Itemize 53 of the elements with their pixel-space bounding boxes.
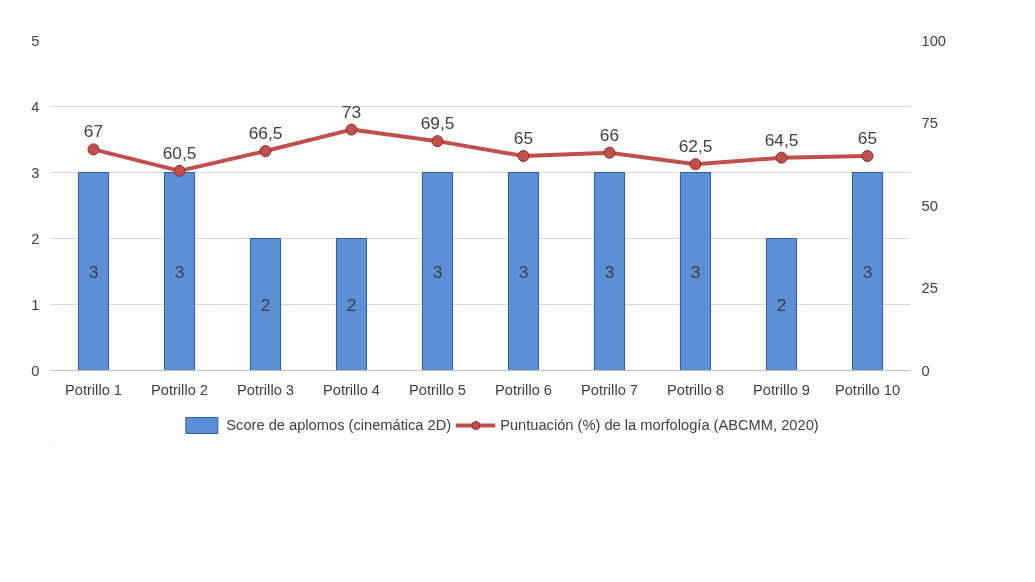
y-tick-label: 3 (31, 164, 40, 181)
y2-tick-label: 75 (921, 115, 938, 131)
point (603, 146, 616, 159)
point (431, 135, 444, 148)
point (345, 123, 358, 136)
x-tick-label: Potrillo 2 (150, 381, 209, 398)
x-tick-label: Potrillo 3 (236, 381, 295, 398)
point (173, 164, 186, 177)
x-tick-label: Potrillo 9 (752, 381, 811, 398)
data-label: 64,5 (764, 129, 799, 150)
point (517, 150, 530, 162)
data-label: 3 (174, 261, 185, 282)
x-tick-label: Potrillo 7 (580, 381, 639, 398)
data-label: 3 (862, 261, 873, 282)
x-tick-label: Potrillo 4 (322, 381, 381, 398)
data-label: 66 (599, 124, 620, 145)
data-label: 66,5 (248, 123, 283, 144)
data-label: 2 (260, 294, 271, 315)
y2-tick-label: 100 (921, 32, 946, 49)
data-label: 2 (776, 294, 787, 315)
data-label: 2 (346, 294, 357, 315)
data-label: 62,5 (678, 136, 713, 157)
y-tick-label: 1 (31, 296, 40, 313)
y-tick-label: 5 (31, 32, 40, 49)
data-label: 3 (604, 261, 615, 282)
data-label: 67 (83, 121, 104, 142)
data-label: 3 (518, 261, 529, 282)
data-label: 60,5 (162, 142, 197, 163)
x-tick-label: Potrillo 1 (64, 381, 123, 398)
data-label: 65 (857, 128, 878, 148)
point (689, 158, 702, 171)
x-tick-label: Potrillo 6 (494, 381, 553, 398)
x-tick-label: Potrillo 10 (834, 381, 901, 398)
point (87, 143, 100, 156)
y-tick-label: 4 (31, 98, 40, 115)
point (775, 151, 788, 164)
legend-label: Score de aplomos (cinemática 2D) (226, 417, 452, 433)
y2-tick-label: 50 (921, 197, 938, 214)
data-label: 3 (432, 261, 443, 282)
y-tick-label: 0 (31, 362, 40, 379)
legend-label: Puntuación (%) de la morfología (ABCMM, 2020) (500, 417, 819, 433)
x-tick-label: Potrillo 5 (408, 381, 467, 398)
data-label: 65 (513, 128, 534, 148)
data-label: 73 (341, 101, 362, 122)
x-tick-label: Potrillo 8 (666, 381, 725, 398)
data-label: 3 (88, 261, 99, 282)
y2-tick-label: 0 (921, 362, 930, 379)
data-label: 3 (690, 261, 701, 282)
point (259, 145, 272, 158)
y2-tick-label: 25 (921, 280, 938, 296)
y-tick-label: 2 (31, 230, 40, 247)
data-label: 69,5 (420, 113, 455, 134)
point (861, 150, 874, 162)
